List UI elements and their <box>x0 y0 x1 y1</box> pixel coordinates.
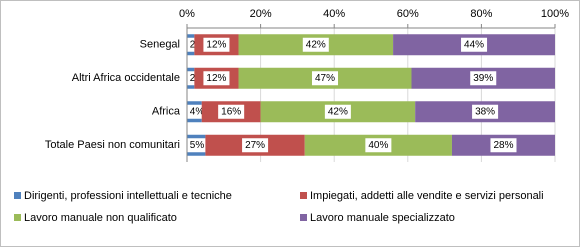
x-tick-label: 100% <box>541 8 569 20</box>
data-label: 40% <box>365 138 392 153</box>
data-label-box <box>472 104 499 119</box>
y-tick-label: Senegal <box>140 39 180 51</box>
legend-label: Dirigenti, professioni intellettuali e t… <box>24 190 232 202</box>
data-label-text: 4% <box>190 106 205 117</box>
data-label-text: 16% <box>221 106 241 117</box>
data-label-text: 5% <box>190 140 205 151</box>
data-label-box <box>302 37 329 52</box>
legend-swatch <box>300 214 307 221</box>
data-label: 16% <box>218 104 245 119</box>
data-label: 5% <box>186 138 208 153</box>
data-label-text: 12% <box>206 73 226 84</box>
legend-label: Lavoro manuale specializzato <box>310 212 455 224</box>
x-tick-label: 40% <box>323 8 345 20</box>
data-label-box <box>203 71 230 86</box>
data-label-text: 47% <box>315 73 335 84</box>
data-label: 47% <box>311 71 339 86</box>
data-label-text: 38% <box>475 106 495 117</box>
data-label-box <box>311 71 339 86</box>
data-label-box <box>461 37 488 52</box>
x-tick-label: 0% <box>179 8 195 20</box>
data-label: 38% <box>472 104 499 119</box>
legend-label: Lavoro manuale non qualificato <box>24 212 177 224</box>
legend-swatch <box>14 192 21 199</box>
legend-swatch <box>300 192 307 199</box>
data-label: 39% <box>470 71 497 86</box>
data-label: 12% <box>203 37 230 52</box>
y-tick-label: Altri Africa occidentale <box>72 72 180 84</box>
data-label-text: 27% <box>245 140 265 151</box>
data-label-box <box>203 37 230 52</box>
y-tick-label: Africa <box>152 106 181 118</box>
data-label-box <box>365 138 392 153</box>
data-label-text: 42% <box>306 39 326 50</box>
data-label-box <box>490 138 517 153</box>
data-label-text: 42% <box>328 106 348 117</box>
data-label-box <box>186 138 208 153</box>
data-label-text: 44% <box>464 39 484 50</box>
data-label-text: 28% <box>493 140 513 151</box>
data-label-box <box>218 104 245 119</box>
x-tick-label: 80% <box>470 8 492 20</box>
data-label: 27% <box>242 138 269 153</box>
x-tick-label: 60% <box>397 8 419 20</box>
data-label-text: 12% <box>206 39 226 50</box>
data-label-text: 40% <box>368 140 388 151</box>
data-label: 42% <box>324 104 351 119</box>
data-label: 28% <box>490 138 517 153</box>
x-tick-label: 20% <box>250 8 272 20</box>
data-label-box <box>470 71 497 86</box>
data-label-text: 39% <box>473 73 493 84</box>
legend-swatch <box>14 214 21 221</box>
data-label: 12% <box>203 71 230 86</box>
data-label: 44% <box>461 37 488 52</box>
y-tick-label: Totale Paesi non comunitari <box>45 139 180 151</box>
data-label-box <box>324 104 351 119</box>
data-label: 42% <box>302 37 329 52</box>
legend-label: Impiegati, addetti alle vendite e serviz… <box>310 190 544 202</box>
data-label-box <box>242 138 269 153</box>
